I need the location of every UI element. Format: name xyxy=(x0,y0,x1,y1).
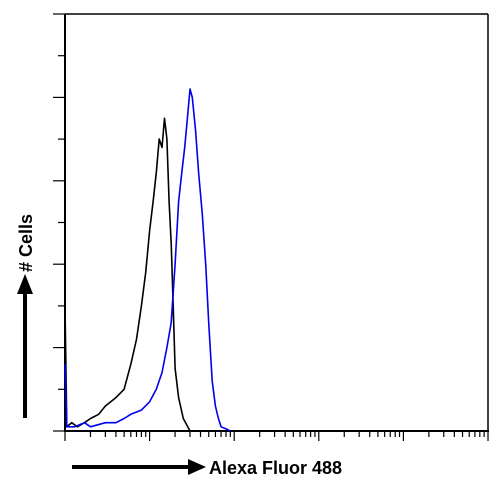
x-axis-label: Alexa Fluor 488 xyxy=(209,458,342,478)
x-axis-ticks xyxy=(64,431,489,441)
series-line-2 xyxy=(64,88,231,432)
x-axis-arrow xyxy=(72,459,206,475)
y-axis-arrow xyxy=(17,274,33,418)
plot-frame xyxy=(64,13,489,432)
histogram-series xyxy=(64,88,231,432)
series-line-1 xyxy=(64,117,191,432)
y-axis-ticks xyxy=(53,13,65,432)
y-axis-label: # Cells xyxy=(16,214,36,272)
